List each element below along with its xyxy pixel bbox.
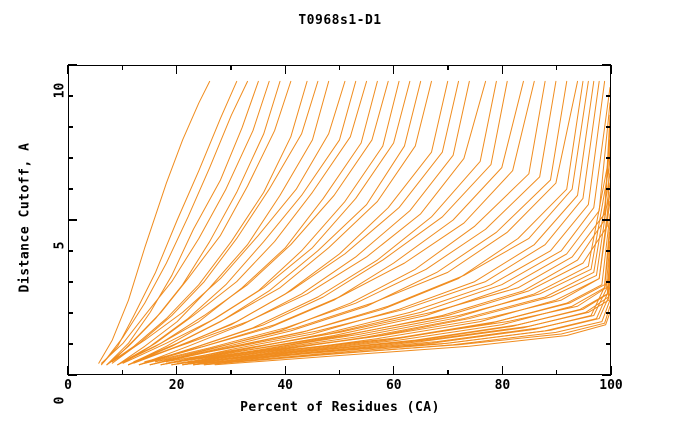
series-line (123, 81, 388, 361)
x-major-tick (610, 366, 612, 375)
x-major-tick-top (610, 65, 612, 74)
y-minor-tick-right (606, 188, 611, 190)
series-line (112, 81, 345, 361)
y-minor-tick (68, 281, 73, 283)
x-minor-tick (230, 370, 232, 375)
series-line (156, 81, 589, 363)
plot-canvas (69, 66, 610, 374)
series-line (118, 81, 329, 364)
y-tick-label: 10 (52, 82, 68, 99)
series-line (139, 81, 469, 364)
y-major-tick-right (602, 64, 611, 66)
y-major-tick-right (602, 374, 611, 376)
plot-area (68, 65, 611, 375)
series-line (101, 81, 269, 363)
y-minor-tick-right (606, 157, 611, 159)
y-minor-tick-right (606, 281, 611, 283)
y-minor-tick (68, 126, 73, 128)
y-tick-label: 5 (52, 241, 68, 250)
x-tick-label: 100 (599, 378, 623, 393)
series-line (177, 183, 610, 363)
series-line (188, 242, 610, 362)
y-minor-tick (68, 312, 73, 314)
series-line (177, 161, 610, 361)
y-major-tick (68, 219, 77, 221)
series-line (134, 81, 432, 361)
series-line (134, 81, 486, 361)
series-line (145, 81, 556, 363)
x-minor-tick-top (230, 65, 232, 70)
series-line (134, 81, 459, 363)
series-line (123, 81, 410, 363)
series-line (123, 81, 366, 363)
y-minor-tick (68, 157, 73, 159)
series-line (145, 81, 507, 363)
y-minor-tick-right (606, 250, 611, 252)
x-major-tick (284, 366, 286, 375)
y-major-tick-right (602, 219, 611, 221)
x-major-tick (393, 366, 395, 375)
series-line (104, 81, 247, 361)
x-minor-tick-top (121, 65, 123, 70)
series-line (199, 294, 610, 362)
series-line (183, 214, 610, 365)
x-minor-tick (338, 370, 341, 375)
series-line (107, 81, 307, 364)
x-major-tick-top (67, 65, 69, 74)
y-major-tick (68, 374, 77, 376)
x-major-tick-top (175, 65, 178, 74)
series-line (145, 81, 535, 361)
y-minor-tick (68, 343, 73, 345)
y-minor-tick (68, 188, 73, 190)
page-title: T0968s1-D1 (298, 13, 382, 28)
series-line (99, 81, 210, 363)
x-minor-tick-top (447, 65, 449, 70)
x-major-tick-top (393, 65, 395, 74)
y-minor-tick-right (606, 312, 611, 314)
y-axis-label: Distance Cutoff, A (17, 142, 33, 293)
x-major-tick (175, 366, 178, 375)
x-minor-tick (121, 370, 123, 375)
y-minor-tick-right (606, 343, 611, 345)
x-tick-label: 80 (494, 378, 511, 393)
x-major-tick (67, 366, 69, 375)
series-line (199, 269, 610, 361)
series-line (210, 306, 610, 363)
series-line (150, 81, 567, 364)
x-minor-tick (447, 370, 449, 375)
x-tick-label: 20 (168, 378, 185, 393)
x-major-tick-top (501, 65, 504, 74)
y-minor-tick (68, 95, 73, 97)
series-line (156, 81, 600, 361)
y-major-tick (68, 64, 77, 66)
y-minor-tick-right (606, 126, 611, 128)
series-line (118, 81, 356, 364)
series-line (161, 81, 594, 364)
y-minor-tick-right (606, 95, 611, 97)
x-axis-label: Percent of Residues (CA) (240, 400, 440, 415)
series-line (204, 300, 610, 365)
x-tick-label: 40 (277, 378, 294, 393)
series-line (177, 202, 610, 362)
x-major-tick (501, 366, 504, 375)
series-line (172, 152, 610, 365)
series-line (215, 312, 610, 364)
series-line (107, 81, 258, 364)
x-major-tick-top (284, 65, 286, 74)
series-line (193, 275, 610, 364)
series-line (112, 81, 291, 361)
x-minor-tick (556, 370, 558, 375)
series-line (129, 81, 400, 364)
x-tick-label: 60 (385, 378, 402, 393)
x-tick-label: 0 (64, 378, 72, 393)
y-minor-tick (68, 250, 73, 252)
x-minor-tick-top (338, 65, 341, 70)
series-line (156, 81, 578, 361)
series-line (112, 81, 318, 363)
x-minor-tick-top (556, 65, 558, 70)
